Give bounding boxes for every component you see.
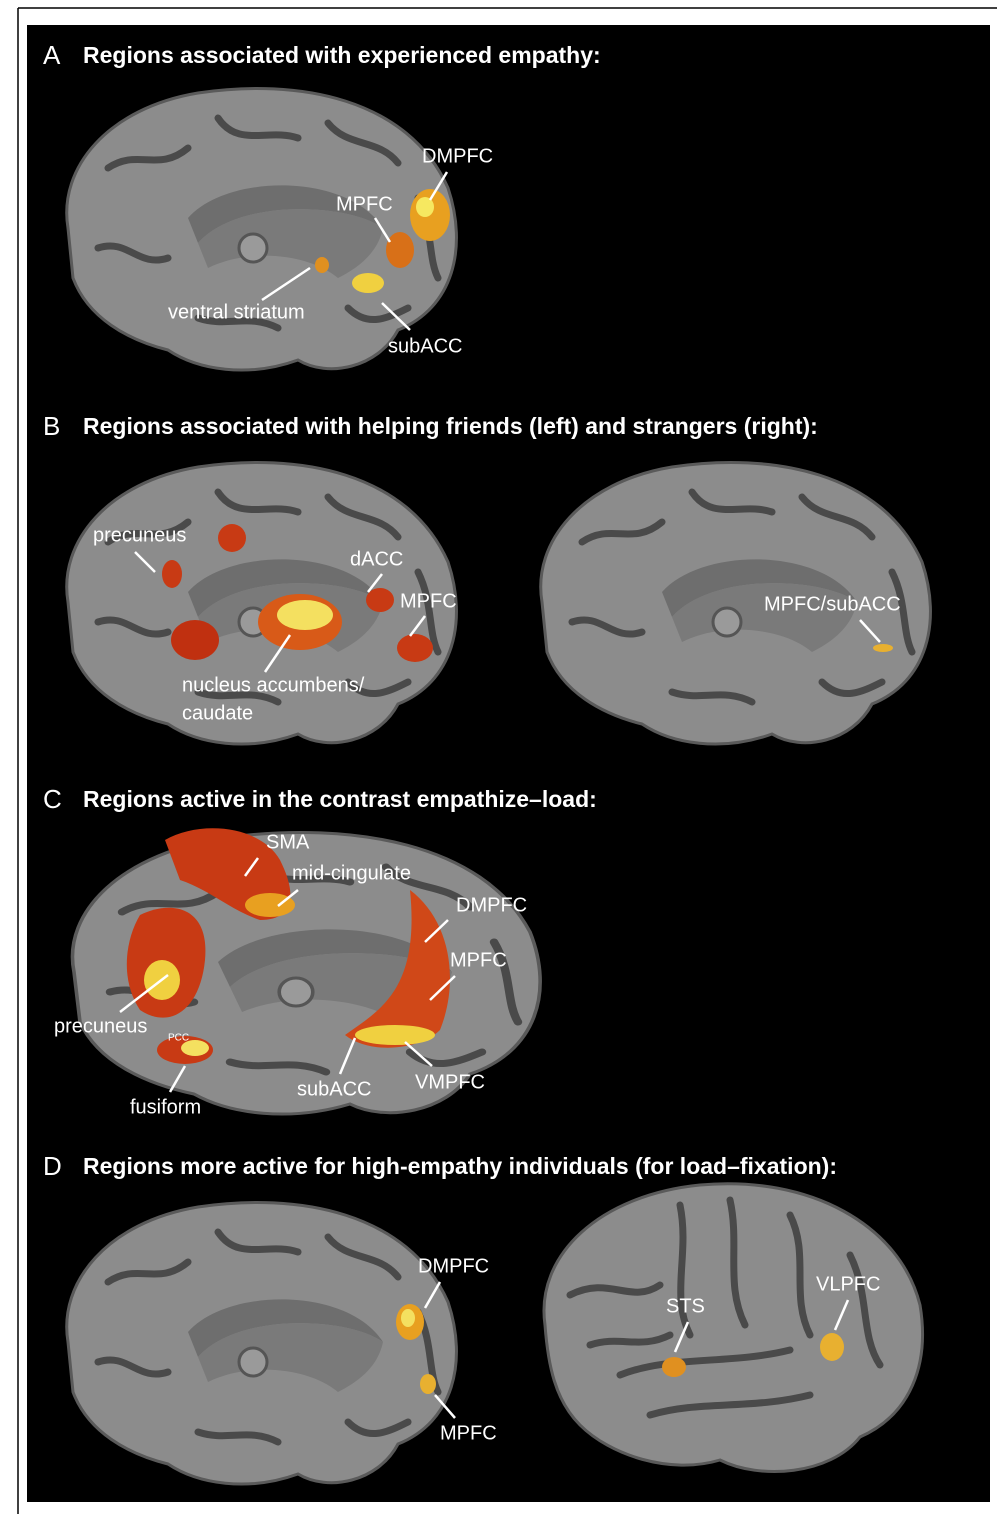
shape <box>366 588 394 612</box>
region-label: VMPFC <box>415 1071 485 1093</box>
region-label: caudate <box>182 702 253 724</box>
region-label: MPFC/subACC <box>764 593 901 615</box>
page: A Regions associated with experienced em… <box>0 0 997 1514</box>
region-label: nucleus accumbens/ <box>182 674 365 696</box>
region-label: MPFC <box>400 590 457 612</box>
panel-letter: D <box>43 1151 62 1181</box>
region-label: MPFC <box>336 193 393 215</box>
region-label: STS <box>666 1295 705 1317</box>
shape <box>352 273 384 293</box>
shape <box>820 1333 844 1361</box>
region-label: SMA <box>266 831 310 853</box>
region-label: MPFC <box>440 1422 497 1444</box>
shape <box>162 560 182 588</box>
region-label: dACC <box>350 548 403 570</box>
region-label: subACC <box>388 335 462 357</box>
region-label: mid-cingulate <box>292 862 411 884</box>
shape <box>662 1357 686 1377</box>
shape <box>397 634 433 662</box>
panel-letter: B <box>43 411 60 441</box>
panel-title: Regions active in the contrast empathize… <box>83 786 597 812</box>
figure: A Regions associated with experienced em… <box>0 0 997 1514</box>
shape <box>315 257 329 273</box>
region-label: DMPFC <box>456 894 527 916</box>
shape <box>171 620 219 660</box>
shape <box>277 600 333 630</box>
region-label: DMPFC <box>422 145 493 167</box>
panel-letter: A <box>43 40 61 70</box>
region-label: fusiform <box>130 1096 201 1118</box>
panel-title: Regions associated with helping friends … <box>83 413 818 439</box>
region-label: VLPFC <box>816 1273 880 1295</box>
region-label: DMPFC <box>418 1255 489 1277</box>
region-label-sub: PCC <box>168 1033 189 1044</box>
shape <box>355 1025 435 1045</box>
shape <box>420 1374 436 1394</box>
shape <box>873 644 893 652</box>
panel-title: Regions associated with experienced empa… <box>83 42 601 68</box>
region-label: precuneus <box>93 524 186 546</box>
region-label: subACC <box>297 1078 371 1100</box>
shape <box>245 893 295 917</box>
panel-letter: C <box>43 784 62 814</box>
shape <box>218 524 246 552</box>
panel-title: Regions more active for high-empathy ind… <box>83 1153 837 1179</box>
region-label: ventral striatum <box>168 301 305 323</box>
brain-medial <box>67 462 457 744</box>
shape <box>401 1309 415 1327</box>
brain-lateral <box>544 1184 923 1472</box>
shape <box>386 232 414 268</box>
region-label: precuneus <box>54 1015 147 1037</box>
brain-medial <box>67 88 457 370</box>
brain-medial <box>67 1202 457 1484</box>
region-label: MPFC <box>450 949 507 971</box>
